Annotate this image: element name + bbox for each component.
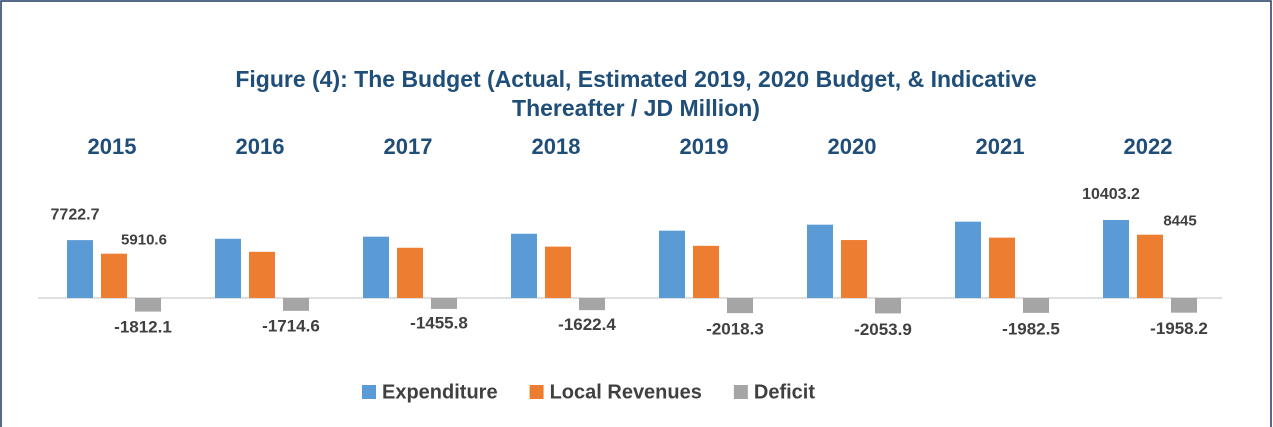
data-label: 7722.7 (51, 206, 100, 223)
legend-label: Deficit (754, 381, 815, 403)
bar (875, 298, 901, 314)
category-label: 2020 (828, 134, 877, 159)
bar (1103, 220, 1129, 298)
bar (693, 245, 719, 298)
bar (511, 233, 537, 298)
bar (727, 298, 753, 314)
category-label: 2015 (88, 134, 137, 159)
data-label: 10403.2 (1082, 186, 1140, 203)
data-label: 8445 (1163, 213, 1196, 230)
bar (1023, 298, 1049, 313)
bar (363, 236, 389, 298)
legend-label: Local Revenues (550, 381, 702, 403)
bar (67, 240, 93, 298)
data-label: -1982.5 (1002, 319, 1060, 338)
bar (135, 298, 161, 312)
bar (807, 224, 833, 298)
category-label: 2017 (384, 134, 433, 159)
category-label: 2018 (532, 134, 581, 159)
data-label: -1958.2 (1150, 319, 1208, 338)
legend-label: Expenditure (382, 381, 498, 403)
bar (989, 237, 1015, 298)
data-label: -2018.3 (706, 320, 764, 339)
bar (659, 230, 685, 298)
bar (579, 298, 605, 311)
chart-title: Figure (4): The Budget (Actual, Estimate… (235, 66, 1036, 121)
category-label: 2021 (976, 134, 1025, 159)
category-label: 2022 (1124, 134, 1173, 159)
bar (1137, 234, 1163, 298)
data-label: -1812.1 (114, 317, 172, 336)
bar (1171, 298, 1197, 313)
legend-swatch (362, 385, 376, 399)
bar (545, 246, 571, 298)
legend-swatch (733, 385, 748, 399)
category-label: 2016 (236, 134, 285, 159)
bar (955, 221, 981, 298)
data-label: -1455.8 (410, 313, 468, 332)
category-label: 2019 (680, 134, 729, 159)
bar (249, 251, 275, 298)
data-label: -1622.4 (558, 315, 616, 334)
data-label: -2053.9 (854, 320, 912, 339)
bar (283, 298, 309, 311)
bar (215, 238, 241, 298)
data-label: 5910.6 (121, 232, 167, 249)
legend-swatch (529, 385, 544, 399)
bar (101, 253, 127, 298)
bar (397, 247, 423, 298)
bar (841, 240, 867, 298)
bar (431, 298, 457, 309)
data-label: -1714.6 (262, 316, 320, 335)
